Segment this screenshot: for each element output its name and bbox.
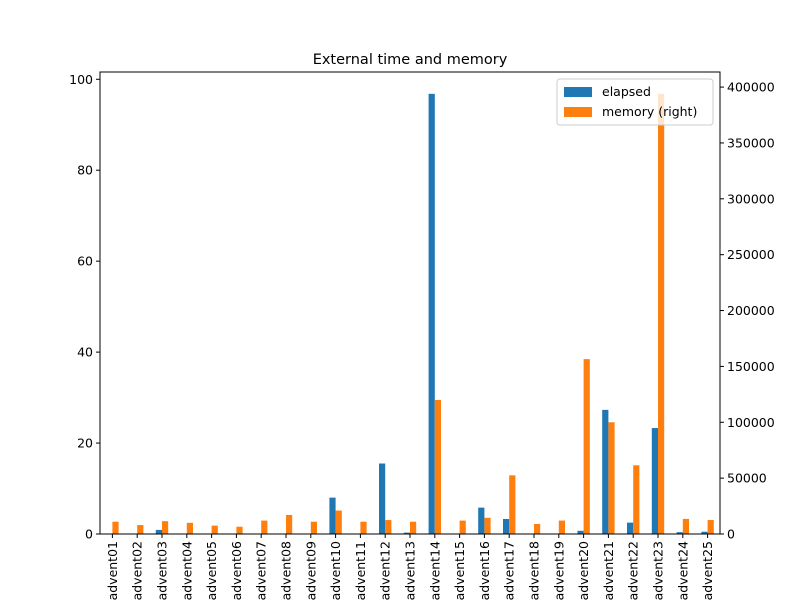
x-tick-label: advent19 [551, 541, 566, 600]
y2-tick-label: 100000 [727, 415, 775, 430]
legend: elapsed memory (right) [556, 78, 714, 126]
legend-label-elapsed: elapsed [602, 84, 651, 99]
x-tick-label: advent14 [427, 541, 442, 600]
x-tick-label: advent22 [626, 541, 641, 600]
bar-memory-advent06 [236, 526, 243, 534]
bar-memory-advent19 [558, 520, 565, 534]
y-tick-label: 80 [77, 163, 93, 178]
bar-memory-advent12 [385, 520, 392, 534]
bar-elapsed-advent13 [403, 532, 410, 534]
x-tick-label: advent09 [303, 541, 318, 600]
bar-memory-advent23 [658, 93, 665, 535]
x-tick-label: advent10 [328, 541, 343, 600]
y2-tick-label: 0 [727, 527, 735, 542]
x-tick-label: advent07 [254, 541, 269, 600]
y2-tick-label: 350000 [727, 135, 775, 150]
x-tick-label: advent18 [527, 541, 542, 600]
bar-memory-advent13 [410, 521, 417, 534]
chart-title: External time and memory [313, 52, 508, 68]
x-tick-label: advent15 [452, 541, 467, 600]
bar-memory-advent04 [186, 522, 193, 534]
y2-tick-label: 200000 [727, 303, 775, 318]
bar-elapsed-advent16 [478, 507, 485, 534]
y-tick-label: 20 [77, 436, 93, 451]
x-tick-label: advent16 [477, 541, 492, 600]
legend-swatch-elapsed [564, 87, 592, 97]
y-tick-label: 60 [77, 254, 93, 269]
x-tick-label: advent24 [675, 541, 690, 600]
bar-memory-advent11 [360, 521, 367, 534]
y2-tick-label: 300000 [727, 191, 775, 206]
bar-elapsed-advent22 [627, 522, 634, 534]
bar-memory-advent17 [509, 475, 516, 534]
y-tick-label: 100 [69, 72, 93, 87]
legend-label-memory: memory (right) [602, 104, 697, 119]
x-tick-label: advent02 [130, 541, 145, 600]
bars [106, 93, 714, 535]
bar-memory-advent03 [162, 521, 169, 534]
x-axis: advent01 advent02 advent03 advent04 advent05… [105, 534, 715, 600]
y-tick-label: 0 [85, 527, 93, 542]
bar-elapsed-advent20 [577, 530, 584, 534]
bar-memory-advent01 [112, 521, 119, 534]
x-tick-label: advent13 [403, 541, 418, 600]
x-tick-label: advent11 [353, 541, 368, 600]
y2-tick-label: 150000 [727, 359, 775, 374]
bar-elapsed-advent21 [602, 409, 609, 534]
x-tick-label: advent05 [204, 541, 219, 600]
x-tick-label: advent21 [601, 541, 616, 600]
bar-elapsed-advent24 [676, 532, 683, 534]
bar-memory-advent16 [484, 517, 491, 534]
legend-swatch-memory [564, 107, 592, 117]
legend-box [556, 78, 714, 126]
bar-memory-advent25 [707, 520, 714, 534]
x-tick-label: advent04 [179, 541, 194, 600]
bar-elapsed-advent03 [155, 529, 162, 534]
y2-tick-label: 50000 [727, 471, 767, 486]
left-axis: 0 20 40 60 80 100 [69, 72, 100, 542]
bar-elapsed-advent12 [379, 463, 386, 534]
bar-memory-advent02 [137, 525, 144, 534]
bar-elapsed-advent25 [701, 531, 708, 534]
x-tick-label: advent03 [155, 541, 170, 600]
bar-memory-advent20 [583, 359, 590, 534]
y2-tick-label: 400000 [727, 80, 775, 95]
bar-elapsed-advent23 [651, 428, 658, 534]
bar-memory-advent21 [608, 422, 615, 534]
x-tick-label: advent17 [502, 541, 517, 600]
x-tick-label: advent06 [229, 541, 244, 600]
bar-memory-advent08 [286, 515, 293, 534]
x-tick-label: advent01 [105, 541, 120, 600]
y2-tick-label: 250000 [727, 247, 775, 262]
x-tick-label: advent20 [576, 541, 591, 600]
bar-memory-advent22 [633, 465, 640, 534]
bar-elapsed-advent14 [428, 93, 435, 534]
x-tick-label: advent23 [651, 541, 666, 600]
bar-memory-advent10 [335, 510, 342, 534]
bar-memory-advent15 [459, 520, 466, 534]
bar-elapsed-advent17 [503, 518, 510, 534]
bar-memory-advent05 [211, 525, 218, 534]
bar-memory-advent14 [434, 399, 441, 534]
x-tick-label: advent12 [378, 541, 393, 600]
bar-memory-advent09 [310, 521, 317, 534]
bar-elapsed-advent10 [329, 497, 336, 534]
bar-memory-advent18 [534, 523, 541, 534]
x-tick-label: advent08 [279, 541, 294, 600]
y-tick-label: 40 [77, 345, 93, 360]
x-tick-label: advent25 [700, 541, 715, 600]
plot-frame [99, 71, 721, 535]
bar-memory-advent24 [682, 518, 689, 534]
right-axis: 0 50000 100000 150000 200000 250000 300000 3500… [720, 80, 775, 542]
bar-memory-advent07 [261, 520, 268, 534]
